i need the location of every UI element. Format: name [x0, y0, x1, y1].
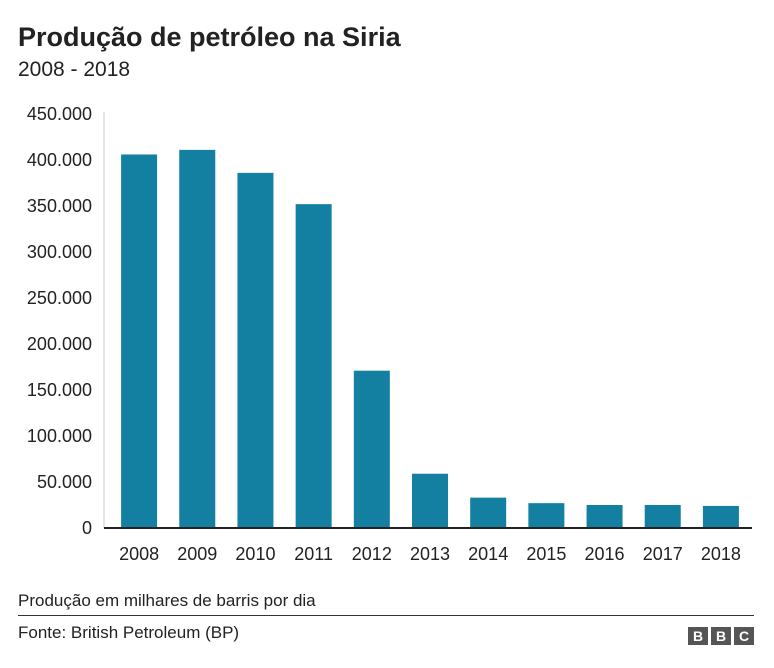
y-tick-label: 0	[82, 518, 92, 538]
y-tick-label: 400.000	[27, 150, 92, 170]
source-text: Fonte: British Petroleum (BP)	[18, 623, 240, 642]
x-tick-label: 2018	[701, 544, 741, 564]
chart-note: Produção em milhares de barris por dia	[18, 591, 316, 610]
bar-2013	[412, 473, 448, 528]
x-tick-label: 2012	[352, 544, 392, 564]
x-tick-label: 2017	[643, 544, 683, 564]
bar-2009	[179, 149, 216, 528]
y-tick-label: 450.000	[27, 104, 92, 124]
bar-2011	[295, 204, 332, 528]
bar-2012	[353, 370, 390, 528]
bar-2014	[470, 497, 507, 528]
y-tick-label: 200.000	[27, 334, 92, 354]
bar-2017	[644, 505, 681, 528]
x-tick-label: 2010	[235, 544, 275, 564]
chart-title: Produção de petróleo na Siria	[18, 22, 401, 52]
y-tick-label: 50.000	[37, 472, 92, 492]
bar-2016	[586, 505, 623, 528]
x-tick-label: 2011	[294, 544, 333, 564]
bar-2018	[702, 505, 739, 528]
x-tick-label: 2008	[119, 544, 159, 564]
x-tick-label: 2009	[177, 544, 217, 564]
x-tick-label: 2015	[526, 544, 566, 564]
y-tick-label: 150.000	[27, 380, 92, 400]
bar-2015	[528, 503, 565, 528]
y-tick-label: 100.000	[27, 426, 92, 446]
y-tick-label: 300.000	[27, 242, 92, 262]
x-tick-label: 2014	[468, 544, 508, 564]
chart-subtitle: 2008 - 2018	[18, 58, 131, 81]
bar-2008	[121, 154, 158, 529]
divider	[18, 615, 754, 616]
y-tick-label: 250.000	[27, 288, 92, 308]
bar-chart: 0 50.000 100.000 150.000 200.000 250.000 300.0…	[27, 104, 752, 564]
bar-2010	[237, 172, 274, 528]
x-tick-label: 2013	[410, 544, 450, 564]
x-tick-label: 2016	[585, 544, 625, 564]
y-tick-label: 350.000	[27, 196, 92, 216]
